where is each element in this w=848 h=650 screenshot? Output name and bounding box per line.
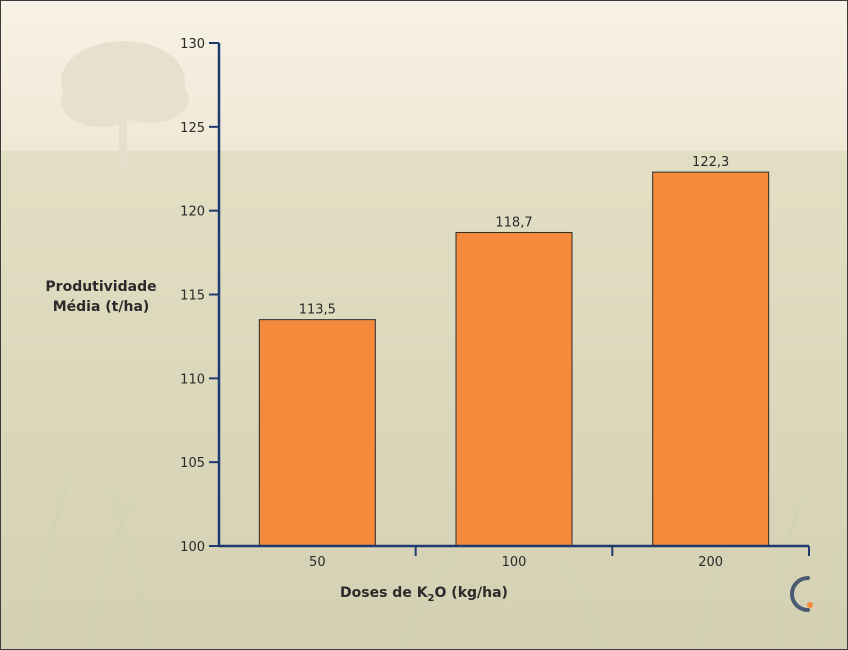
bar-value-label: 113,5: [299, 303, 336, 318]
y-tick-label: 105: [180, 456, 205, 471]
x-tick-label: 100: [502, 555, 527, 570]
x-tick-label: 200: [698, 555, 723, 570]
x-tick-label: 50: [309, 555, 326, 570]
x-axis-label-suffix: O (kg/ha): [434, 585, 508, 601]
bars-group: [258, 171, 770, 547]
y-tick-label: 100: [180, 540, 205, 555]
y-axis-label-line1: Produtividade: [45, 279, 157, 295]
bar-value-label: 122,3: [692, 155, 729, 170]
tree-silhouette: [61, 41, 189, 171]
labels-group: 113,5 50 118,7 100 122,3 200 100 105 110 115 120 12…: [180, 37, 729, 570]
y-tick-label: 130: [180, 37, 205, 52]
x-axis-label: Doses de K2O (kg/ha): [1, 585, 847, 604]
axes-group: [209, 42, 810, 556]
x-axis-label-subscript: 2: [427, 592, 435, 604]
brand-c-logo-icon: [790, 576, 813, 612]
x-axis-label-prefix: Doses de K: [340, 585, 428, 601]
y-tick-label: 120: [180, 205, 205, 220]
y-tick-label: 115: [180, 289, 205, 304]
bar-value-label: 118,7: [495, 215, 532, 230]
y-axis-label-line2: Média (t/ha): [52, 299, 150, 315]
y-tick-label: 125: [180, 121, 205, 136]
bar-200: [652, 171, 770, 547]
y-axis-label: Produtividade Média (t/ha): [31, 277, 171, 317]
bar-50: [258, 319, 376, 547]
bar-100: [455, 231, 573, 547]
y-tick-label: 110: [180, 372, 205, 387]
